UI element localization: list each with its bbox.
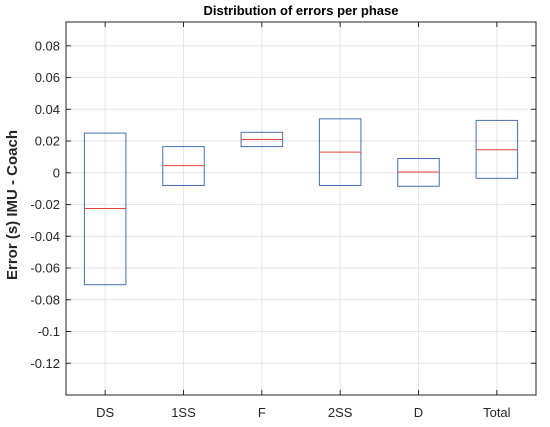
y-tick-label: 0: [53, 165, 60, 180]
y-tick-label: -0.06: [30, 261, 60, 276]
y-tick-label: -0.04: [30, 229, 60, 244]
y-tick-label: 0.04: [35, 102, 60, 117]
x-tick-labels: DS 1SS F 2SS D Total: [96, 22, 511, 420]
y-tick-label: -0.12: [30, 356, 60, 371]
box-layer: [83, 118, 519, 286]
grid-layer: [66, 22, 536, 395]
x-tick-label-total: Total: [483, 405, 511, 420]
y-tick-labels: 0.08 0.06 0.04 0.02 0 -0.02 -0.04 -0.06 -0.08 -0.…: [30, 38, 536, 371]
chart-title: Distribution of errors per phase: [203, 3, 398, 18]
y-axis-label: Error (s) IMU - Coach: [4, 130, 21, 280]
y-tick-label: -0.02: [30, 197, 60, 212]
y-tick-label: -0.08: [30, 292, 60, 307]
y-tick-label: -0.1: [38, 324, 60, 339]
plot-area-frame: [65, 21, 537, 396]
y-tick-label: 0.06: [35, 70, 60, 85]
y-tick-label: 0.08: [35, 38, 60, 53]
x-tick-label-f: F: [258, 405, 266, 420]
x-tick-label-1ss: 1SS: [171, 405, 196, 420]
x-tick-label-d: D: [414, 405, 423, 420]
x-tick-label-2ss: 2SS: [328, 405, 353, 420]
y-tick-label: 0.02: [35, 134, 60, 149]
x-tick-label-ds: DS: [96, 405, 114, 420]
